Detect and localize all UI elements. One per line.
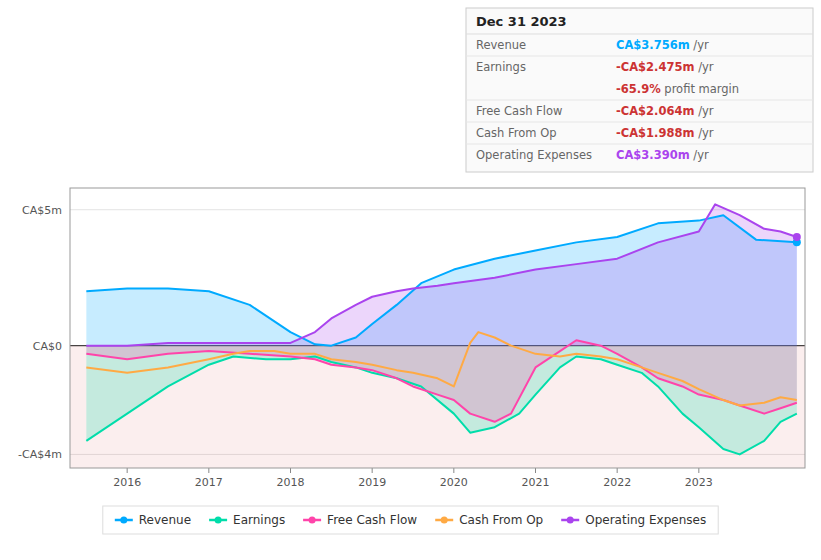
plot-frame (70, 188, 805, 468)
info-row-value: -CA$2.475m /yr (616, 60, 714, 74)
x-tick-label: 2019 (358, 476, 386, 489)
y-tick-label: CA$5m (22, 204, 62, 217)
info-row-suffix: /yr (694, 126, 713, 140)
legend-item: Operating Expenses (561, 513, 706, 527)
info-row-suffix: /yr (694, 104, 713, 118)
series-line (86, 204, 797, 345)
x-tick-label: 2021 (522, 476, 550, 489)
x-tick (372, 468, 373, 473)
info-box-frame (466, 8, 813, 172)
info-row-suffix: /yr (694, 60, 713, 74)
info-row-text: -CA$2.064m (616, 104, 694, 118)
info-row-text: -CA$1.988m (616, 126, 694, 140)
info-row-suffix: /yr (690, 38, 709, 52)
x-tick-label: 2020 (440, 476, 468, 489)
series-area (86, 204, 797, 345)
info-row-label: Operating Expenses (476, 148, 592, 162)
background (0, 0, 821, 560)
info-row-text: -65.9% (616, 82, 661, 96)
info-box-divider (466, 56, 813, 57)
info-row-label: Earnings (476, 60, 526, 74)
info-row-label: Cash From Op (476, 126, 557, 140)
x-tick (127, 468, 128, 473)
legend-item: Revenue (115, 513, 191, 527)
legend: Revenue Earnings Free Cash Flow Cash From O… (103, 506, 718, 534)
info-row-value: CA$3.756m /yr (616, 38, 709, 52)
series-line (86, 357, 797, 455)
plot-content (70, 204, 805, 468)
x-tick (290, 468, 291, 473)
x-tick-label: 2018 (277, 476, 305, 489)
info-box-divider (466, 34, 813, 35)
info-box-divider (466, 122, 813, 123)
info-box-title: Dec 31 2023 (476, 14, 567, 29)
legend-label: Cash From Op (459, 513, 543, 527)
legend-swatch-marker (309, 517, 316, 524)
legend-label: Earnings (233, 513, 285, 527)
x-tick-label: 2022 (603, 476, 631, 489)
info-row-label: Free Cash Flow (476, 104, 562, 118)
chart: Dec 31 2023 Revenue CA$3.756m /yr Earnings -… (0, 0, 821, 560)
info-row-value: -CA$2.064m /yr (616, 104, 714, 118)
info-row-value: -CA$1.988m /yr (616, 126, 714, 140)
legend-swatch-marker (215, 517, 222, 524)
info-row-suffix: /yr (690, 148, 709, 162)
legend-frame (103, 506, 718, 534)
x-tick (208, 468, 209, 473)
y-tick-label: -CA$4m (18, 448, 62, 461)
info-row-text: CA$3.756m (616, 38, 690, 52)
x-tick (535, 468, 536, 473)
info-row-label: Revenue (476, 38, 526, 52)
info-box: Dec 31 2023 Revenue CA$3.756m /yr Earnings -… (466, 8, 813, 172)
info-row-text: -CA$2.475m (616, 60, 694, 74)
grid-line (70, 209, 805, 210)
x-tick-label: 2023 (685, 476, 713, 489)
legend-swatch-marker (567, 517, 574, 524)
legend-label: Operating Expenses (585, 513, 706, 527)
info-box-divider (466, 100, 813, 101)
info-row-suffix: profit margin (661, 82, 739, 96)
legend-item: Free Cash Flow (303, 513, 417, 527)
info-row-text: CA$3.390m (616, 148, 690, 162)
legend-item: Cash From Op (435, 513, 543, 527)
legend-swatch-marker (120, 517, 127, 524)
x-tick (617, 468, 618, 473)
x-tick (698, 468, 699, 473)
legend-label: Revenue (139, 513, 191, 527)
x-tick-label: 2017 (195, 476, 223, 489)
y-tick-label: CA$0 (33, 340, 62, 353)
legend-label: Free Cash Flow (327, 513, 417, 527)
legend-item: Earnings (209, 513, 285, 527)
legend-swatch-marker (441, 517, 448, 524)
info-row-value: -65.9% profit margin (616, 82, 739, 96)
axes: -CA$4m CA$0 CA$5m 2016 2017 2018 2019 2020 2021 2… (18, 204, 805, 489)
info-box-divider (466, 144, 813, 145)
last-point-marker (793, 233, 801, 241)
x-tick-label: 2016 (113, 476, 141, 489)
info-row-value: CA$3.390m /yr (616, 148, 709, 162)
x-tick (453, 468, 454, 473)
